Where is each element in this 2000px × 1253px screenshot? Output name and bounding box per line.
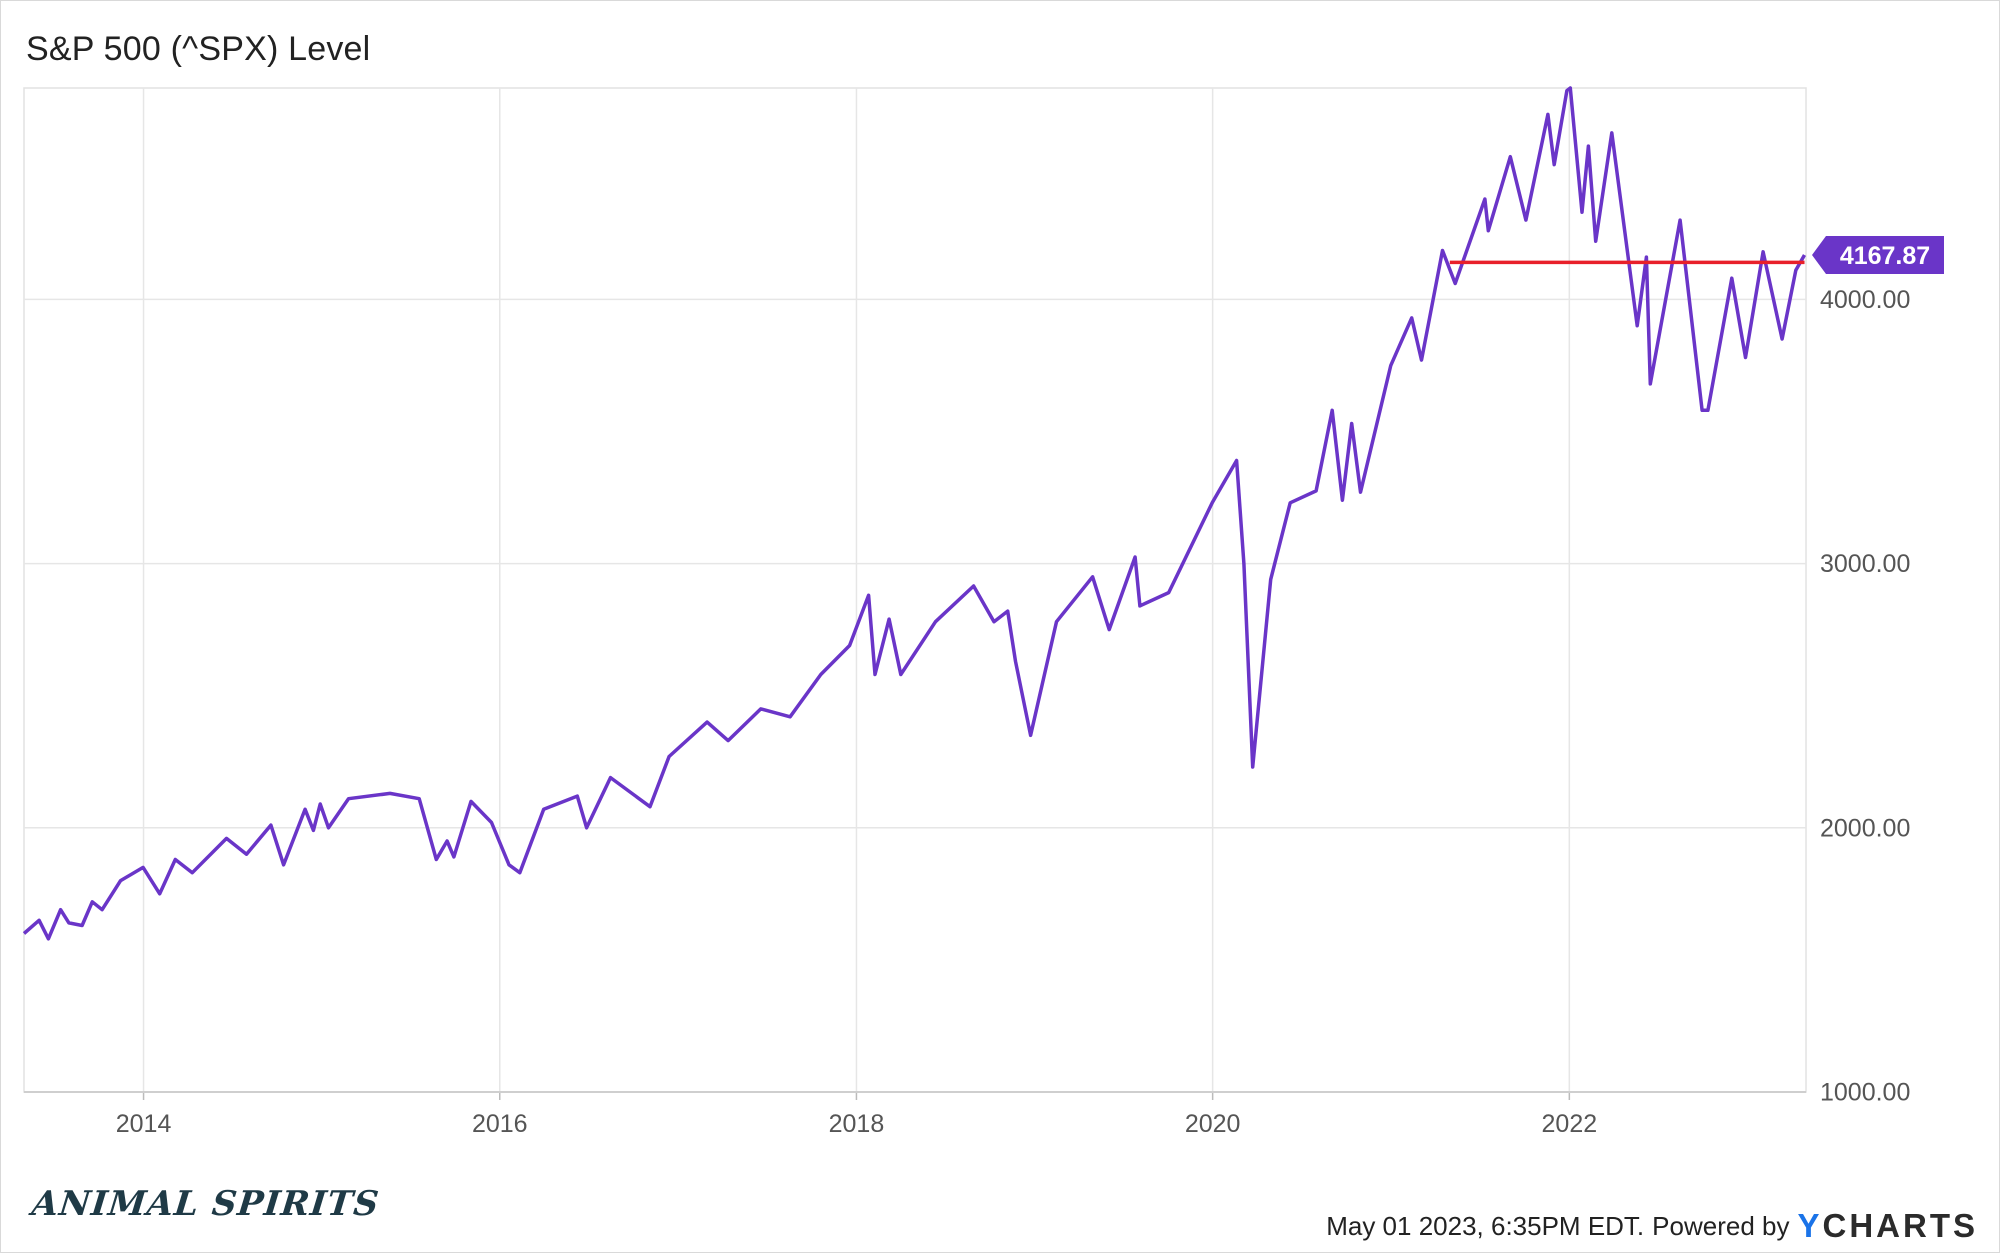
series-line[interactable] [22,86,1807,941]
chart-title: S&P 500 (^SPX) Level [26,30,371,68]
y-tick-label: 1000.00 [1820,1079,1910,1107]
x-tick-label: 2020 [1185,1110,1241,1138]
x-tick-label: 2014 [116,1110,172,1138]
current-value-badge [1812,236,1944,275]
y-tick-label: 2000.00 [1820,814,1910,842]
y-tick-label: 4000.00 [1820,286,1910,314]
timestamp: May 01 2023, 6:35PM EDT. [1326,1210,1645,1241]
ycharts-logo-y: Y [1797,1207,1823,1244]
current-value-label: 4167.87 [1840,242,1930,270]
footer-attribution: May 01 2023, 6:35PM EDT. Powered by YCHA… [1326,1207,1978,1245]
plot-area [23,87,1807,1093]
y-tick-label: 3000.00 [1820,550,1910,578]
ycharts-logo-rest: CHARTS [1822,1207,1978,1244]
x-tick-label: 2018 [829,1110,885,1138]
ycharts-logo[interactable]: YCHARTS [1797,1207,1978,1245]
powered-by-label: Powered by [1652,1210,1790,1241]
x-tick-label: 2022 [1542,1110,1598,1138]
animal-spirits-logo: ANIMAL SPIRITS [29,1184,382,1224]
x-tick-label: 2016 [472,1110,528,1138]
